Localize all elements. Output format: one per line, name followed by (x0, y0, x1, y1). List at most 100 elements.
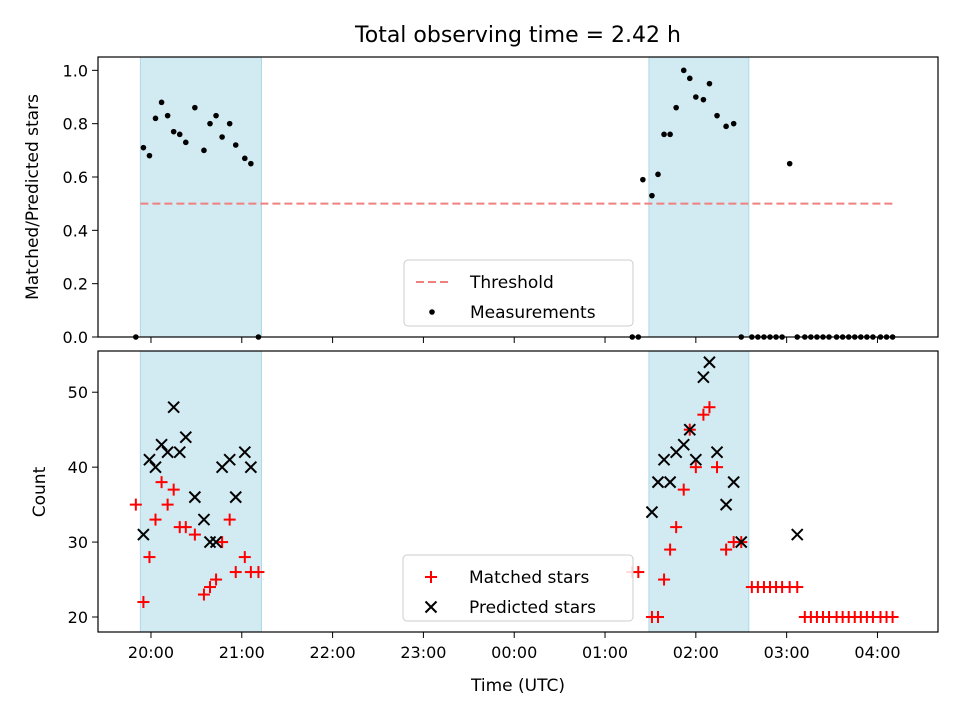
matched-star-point (658, 573, 671, 586)
y-tick-label: 0.4 (63, 221, 88, 240)
measurement-point (686, 75, 693, 82)
x-tick-label: 04:00 (854, 643, 900, 662)
measurement-point (723, 123, 729, 130)
matched-star-point (664, 543, 677, 556)
y-tick-label: 50 (68, 383, 88, 402)
count-panel: 20 30 40 50 20:00 21:00 22:00 23:00 00:00 01:00 0… (30, 350, 939, 696)
measurement-point (700, 96, 707, 103)
cross-b (229, 490, 242, 504)
matched-star-point (188, 528, 201, 541)
measurement-point (248, 160, 254, 167)
legend-predicted-swatch (424, 600, 438, 614)
matched-star-point (216, 536, 229, 549)
x-tick-label: 03:00 (764, 643, 810, 662)
measurement-point (242, 155, 248, 162)
matched-star-point (252, 566, 265, 579)
x-tick-label: 02:00 (673, 643, 719, 662)
bottom-shaded-intervals (139, 350, 750, 633)
measurement-point (667, 131, 673, 138)
predicted-star-point (689, 453, 703, 466)
shaded-interval-2 (648, 350, 750, 633)
measurement-point (146, 152, 153, 159)
measurement-point (226, 120, 233, 127)
cross-b (161, 445, 174, 459)
x-axis-label: Time (UTC) (470, 676, 565, 696)
measurement-point (207, 120, 213, 127)
matched-star-point (210, 573, 223, 586)
bottom-y-axis-label: Count (30, 466, 50, 517)
y-tick-label: 20 (68, 608, 88, 627)
predicted-star-point (179, 430, 192, 444)
cross-b (727, 475, 740, 489)
measurement-point (655, 171, 661, 178)
predicted-star-point (683, 423, 696, 436)
shaded-interval-2 (648, 56, 750, 338)
top-axes-frame (97, 56, 939, 338)
predicted-star-point (155, 438, 168, 451)
matched-star-point (229, 566, 242, 579)
measurement-point (164, 112, 171, 119)
x-tick-label: 20:00 (128, 643, 174, 662)
legend-label: Predicted stars (469, 598, 596, 618)
cross-b (645, 505, 659, 519)
y-tick-label: 40 (68, 458, 88, 477)
cross-b (663, 475, 677, 489)
measurement-point (706, 80, 713, 87)
cross-b (173, 445, 186, 459)
matched-star-point (886, 611, 899, 624)
measurement-point (152, 115, 159, 122)
matched-star-point (167, 483, 180, 496)
cross-b (703, 356, 716, 369)
predicted-star-point (719, 498, 733, 511)
predicted-star-point (791, 528, 804, 541)
matched-star-point (223, 513, 236, 526)
cross-b (149, 460, 162, 474)
predicted-star-point (167, 400, 180, 414)
predicted-star-point (657, 453, 671, 466)
bottom-data-marks (129, 356, 899, 624)
predicted-star-point (223, 453, 236, 466)
predicted-star-point (197, 513, 211, 526)
cross-b (677, 438, 690, 451)
legend-label: Matched stars (469, 568, 589, 588)
y-tick-label: 30 (68, 533, 88, 552)
predicted-star-point (677, 438, 690, 451)
predicted-star-point (161, 445, 174, 459)
predicted-star-point (710, 445, 724, 459)
top-shaded-intervals (139, 56, 750, 338)
y-tick-label: 1.0 (63, 61, 88, 80)
measurement-point (192, 104, 198, 111)
predicted-star-point (143, 453, 156, 466)
cross-b (155, 438, 168, 451)
predicted-star-point (727, 475, 740, 489)
predicted-star-point (651, 475, 665, 489)
cross-b (188, 490, 202, 504)
cross-b (683, 423, 696, 436)
cross-b (657, 453, 671, 466)
predicted-star-point (663, 475, 677, 489)
measurement-point (176, 131, 183, 138)
x-tick-label: 21:00 (219, 643, 265, 662)
measurement-point (232, 142, 239, 148)
bottom-y-ticks: 20 30 40 50 (68, 383, 98, 627)
predicted-star-point (735, 535, 748, 549)
legend-box (403, 259, 634, 327)
predicted-star-point (173, 445, 186, 459)
chart-title: Total observing time = 2.42 h (354, 23, 681, 48)
predicted-star-point (209, 535, 223, 549)
measurement-point (170, 128, 177, 135)
measurement-point (661, 131, 667, 138)
cross-b (244, 460, 258, 474)
predicted-star-point (697, 371, 710, 384)
legend-measurements-swatch (429, 309, 435, 315)
measurement-point (680, 67, 687, 74)
cross-b (223, 453, 236, 466)
top-y-ticks: 0.0 0.2 0.4 0.6 0.8 1.0 (63, 61, 98, 347)
y-tick-label: 0.2 (63, 275, 88, 294)
matched-star-point (791, 581, 804, 594)
matched-star-point (179, 521, 192, 534)
top-y-axis-label: Matched/Predicted stars (23, 94, 43, 300)
measurement-point (649, 192, 655, 199)
x-tick-label: 22:00 (310, 643, 356, 662)
top-x-ticks (150, 337, 878, 343)
